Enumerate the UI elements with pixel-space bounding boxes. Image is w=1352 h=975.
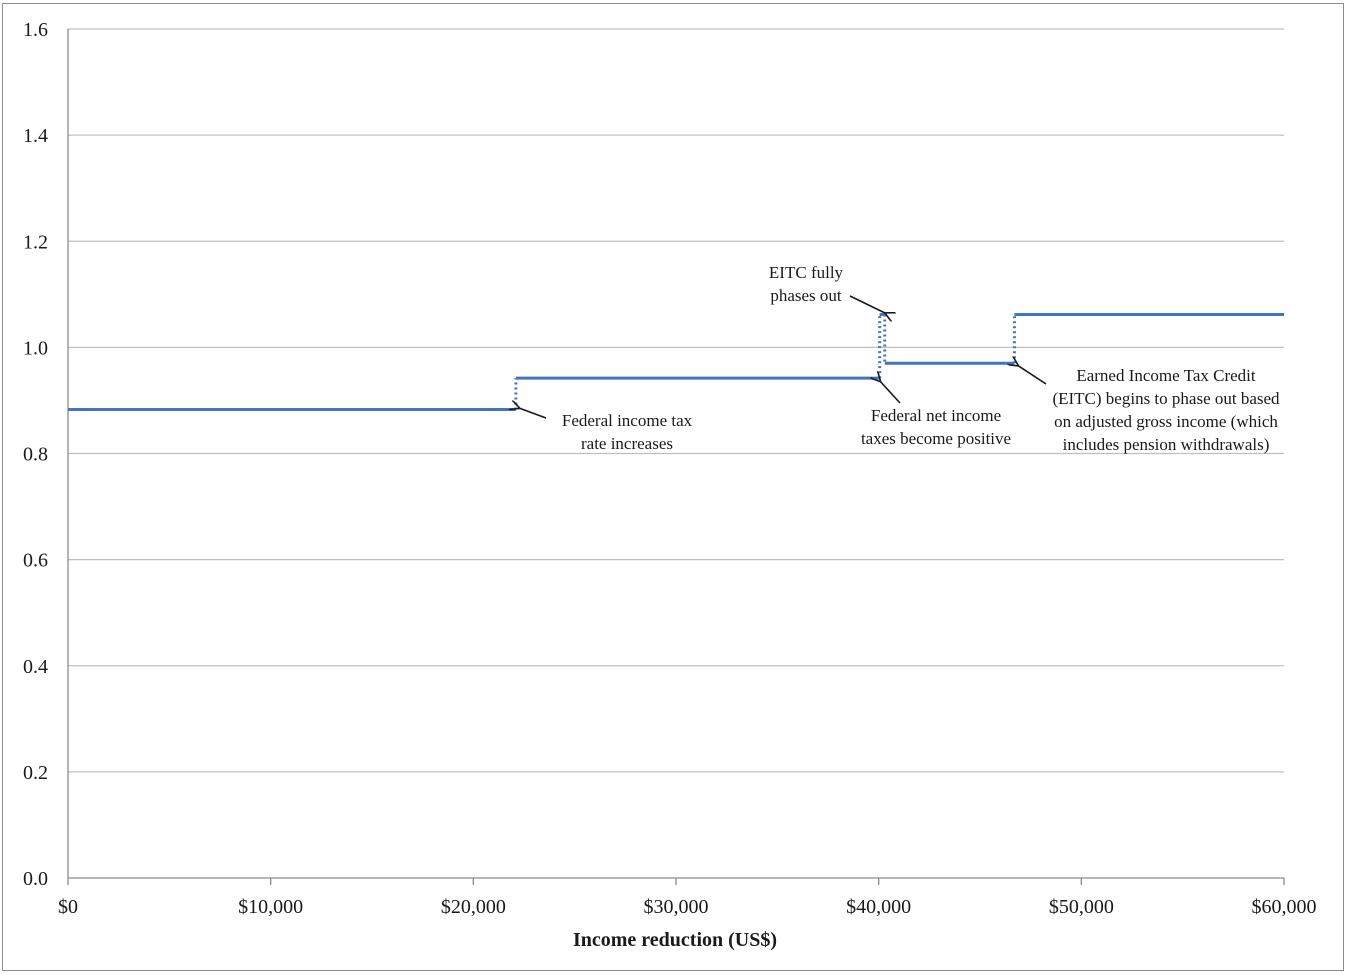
y-tick-label: 0.0	[23, 868, 48, 890]
gridlines	[68, 28, 1284, 773]
axes	[67, 29, 1285, 885]
y-tick-label: 0.4	[23, 656, 48, 678]
annotation-line: taxes become positive	[861, 429, 1011, 448]
annotation-text: Earned Income Tax Credit (EITC) begins to…	[1052, 366, 1280, 454]
annotation-arrow	[881, 382, 901, 404]
y-tick-label: 0.8	[23, 444, 48, 466]
x-axis-title: Income reduction (US$)	[573, 929, 777, 951]
annotation-line: EITC fully	[769, 263, 844, 282]
annotation-line: on adjusted gross income (which	[1054, 412, 1278, 431]
chart-frame	[2, 3, 1344, 971]
annotation-line: phases out	[770, 286, 842, 305]
y-tick-label: 1.6	[23, 19, 48, 41]
x-tick-label: $60,000	[1252, 896, 1317, 918]
annotation-arrow	[849, 295, 885, 313]
x-tick-label: $50,000	[1049, 896, 1114, 918]
x-tick-label: $20,000	[441, 896, 506, 918]
annotation-arrow	[1019, 366, 1047, 385]
x-tick-label: $10,000	[238, 896, 303, 918]
x-tick-label: $0	[58, 896, 78, 918]
annotations: Federal income tax rate increases EITC ful…	[520, 263, 1280, 454]
y-tick-label: 1.4	[23, 125, 48, 147]
annotation-arrow	[520, 408, 547, 419]
annotation-line: Federal income tax	[562, 411, 693, 430]
annotation-line: (EITC) begins to phase out based	[1052, 389, 1280, 408]
y-tick-label: 0.2	[23, 762, 48, 784]
annotation-line: includes pension withdrawals)	[1063, 435, 1270, 454]
y-tick-label: 0.6	[23, 550, 48, 572]
y-tick-label: 1.2	[23, 231, 48, 253]
annotation-line: Earned Income Tax Credit	[1076, 366, 1256, 385]
annotation-line: rate increases	[581, 434, 673, 453]
annotation-line: Federal net income	[871, 406, 1001, 425]
tick-labels: 0.0 0.2 0.4 0.6 0.8 1.0 1.2 1.4 1.6 $0 $10,000 $20,…	[23, 19, 1317, 918]
y-tick-label: 1.0	[23, 337, 48, 359]
x-tick-label: $40,000	[846, 896, 911, 918]
x-tick-label: $30,000	[644, 896, 709, 918]
data-series	[68, 312, 1284, 411]
annotation-text: EITC fully phases out	[769, 263, 844, 305]
annotation-text: Federal income tax rate increases	[562, 411, 693, 453]
annotation-text: Federal net income taxes become positive	[861, 406, 1011, 448]
